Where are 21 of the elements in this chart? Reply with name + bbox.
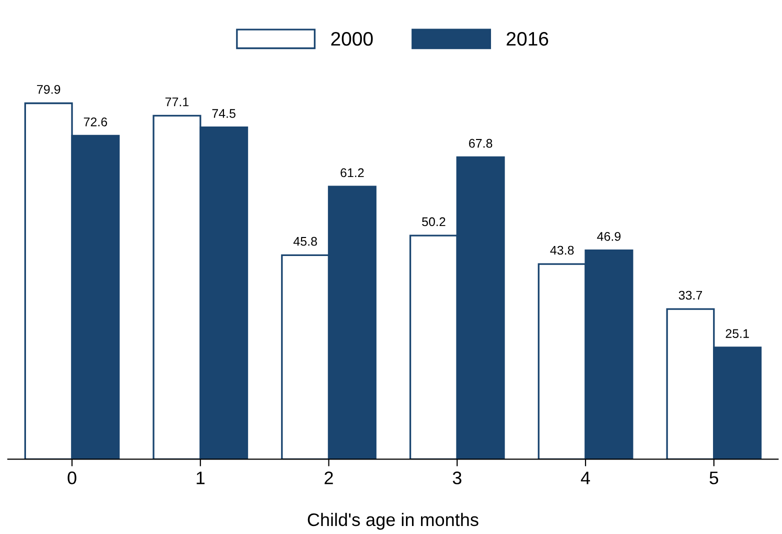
x-tick-label: 5 [710, 472, 718, 484]
data-label: 45.8 [293, 236, 317, 246]
data-label: 33.7 [678, 290, 702, 300]
data-label: 25.1 [726, 329, 749, 338]
data-label: 77.1 [165, 98, 189, 106]
data-label: 67.8 [469, 138, 492, 148]
x-tick-label: 3 [452, 472, 462, 484]
x-tick-label: 1 [196, 472, 205, 484]
data-label: 43.8 [550, 246, 574, 255]
data-label: 46.9 [597, 232, 621, 241]
legend-label: 2000 [331, 32, 373, 46]
x-tick-label: 2 [324, 472, 333, 484]
data-label: 79.9 [37, 84, 60, 94]
data-label: 61.2 [340, 168, 364, 178]
data-label: 50.2 [422, 217, 446, 226]
x-tick-label: 4 [580, 472, 590, 484]
legend-label: 2016 [506, 32, 548, 46]
data-label: 74.5 [212, 109, 236, 118]
data-label: 72.6 [84, 118, 108, 126]
x-axis-title: Child's age in months [308, 512, 478, 530]
x-tick-label: 0 [68, 472, 76, 484]
